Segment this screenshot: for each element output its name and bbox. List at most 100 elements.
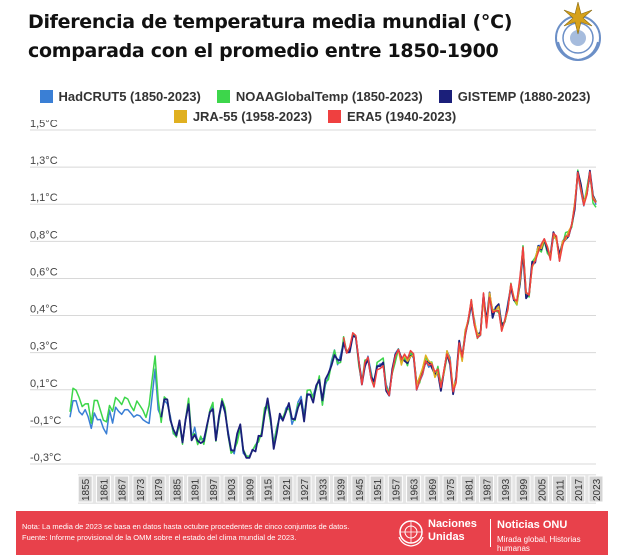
news-title: Noticias ONU bbox=[497, 519, 568, 531]
x-tick-label: 1861 bbox=[99, 478, 110, 501]
series-line-noaaglobaltemp bbox=[69, 169, 597, 458]
x-tick-label: 2005 bbox=[537, 478, 548, 501]
x-tick-label: 1963 bbox=[410, 478, 421, 501]
x-tick-label: 1951 bbox=[373, 478, 384, 501]
grid-layer bbox=[30, 129, 596, 465]
un-name-line-2: Unidas bbox=[428, 531, 465, 543]
wmo-emblem-icon bbox=[555, 2, 601, 62]
x-tick-box bbox=[497, 475, 513, 503]
x-tick-box bbox=[588, 475, 604, 503]
x-tick-box bbox=[260, 475, 276, 503]
x-tick-label: 1981 bbox=[464, 478, 475, 501]
legend-swatch-noaa bbox=[216, 89, 230, 103]
x-tick-box bbox=[406, 475, 422, 503]
x-tick-box bbox=[314, 475, 330, 503]
chart-title: Diferencia de temperatura media mundial … bbox=[28, 8, 548, 66]
x-tick-label: 1897 bbox=[209, 478, 220, 501]
y-tick-label: 0,1°C bbox=[30, 378, 58, 390]
footer-divider bbox=[490, 519, 491, 547]
x-tick-box bbox=[442, 475, 458, 503]
x-tick-label: 1909 bbox=[245, 478, 256, 501]
x-tick-box bbox=[570, 475, 586, 503]
x-tick-label: 1879 bbox=[154, 478, 165, 501]
y-tick-label: 0,8°C bbox=[30, 229, 58, 241]
x-tick-label: 1873 bbox=[136, 478, 147, 501]
y-tick-label: 0,4°C bbox=[30, 304, 58, 316]
x-tick-box bbox=[424, 475, 440, 503]
x-tick-label: 1987 bbox=[483, 478, 494, 501]
x-tick-box bbox=[77, 475, 93, 503]
legend-item-hadcrut5: HadCRUT5 (1850-2023) bbox=[39, 88, 201, 104]
legend-swatch-gistemp bbox=[438, 89, 452, 103]
x-tick-label: 1867 bbox=[118, 478, 129, 501]
x-tick-box bbox=[187, 475, 203, 503]
legend-item-jra55: JRA-55 (1958-2023) bbox=[173, 108, 313, 124]
x-tick-label: 1903 bbox=[227, 478, 238, 501]
series-line-era5 bbox=[342, 171, 597, 397]
x-tick-label: 1885 bbox=[172, 478, 183, 501]
y-tick-label: 1,1°C bbox=[30, 192, 58, 204]
x-tick-box bbox=[460, 475, 476, 503]
legend-item-era5: ERA5 (1940-2023) bbox=[328, 109, 456, 124]
y-tick-label: -0,1°C bbox=[30, 415, 61, 427]
legend-row-1: HadCRUT5 (1850-2023) NOAAGlobalTemp (185… bbox=[30, 86, 600, 106]
x-tick-box bbox=[223, 475, 239, 503]
legend-swatch-hadcrut5 bbox=[39, 89, 53, 103]
x-tick-label: 1945 bbox=[355, 478, 366, 501]
legend-label-noaa: NOAAGlobalTemp (1850-2023) bbox=[235, 88, 423, 104]
legend-swatch-era5 bbox=[328, 109, 342, 123]
x-tick-box bbox=[515, 475, 531, 503]
x-tick-box bbox=[95, 475, 111, 503]
x-tick-label: 1891 bbox=[191, 478, 202, 501]
y-tick-label: 0,6°C bbox=[30, 266, 58, 278]
legend-label-era5: ERA5 (1940-2023) bbox=[347, 108, 457, 124]
footer-note-line-2: Fuente: Informe provisional de la OMM so… bbox=[22, 533, 297, 542]
y-axis: -0,3°C -0,1°C 0,1°C 0,3°C 0,4°C 0,6°C 0,8°C 1,1… bbox=[30, 120, 61, 464]
x-axis: 1855 1861 1867 1873 1879 1885 1891 1897 1903 1909… bbox=[77, 474, 604, 504]
x-tick-box bbox=[552, 475, 568, 503]
legend-item-noaa: NOAAGlobalTemp (1850-2023) bbox=[216, 88, 423, 104]
un-name-line-1: Naciones bbox=[428, 518, 477, 530]
footer-note: Nota: La media de 2023 se basa en datos … bbox=[22, 521, 382, 543]
y-tick-label: 1,3°C bbox=[30, 155, 58, 167]
x-tick-box bbox=[479, 475, 495, 503]
x-tick-box bbox=[296, 475, 312, 503]
y-tick-label: -0,3°C bbox=[30, 452, 61, 464]
x-tick-label: 1921 bbox=[282, 478, 293, 501]
x-tick-label: 1915 bbox=[264, 478, 275, 501]
x-tick-box bbox=[150, 475, 166, 503]
x-tick-label: 1993 bbox=[501, 478, 512, 501]
x-tick-box bbox=[351, 475, 367, 503]
x-tick-box bbox=[369, 475, 385, 503]
legend-label-hadcrut5: HadCRUT5 (1850-2023) bbox=[58, 88, 201, 104]
legend-item-gistemp: GISTEMP (1880-2023) bbox=[438, 88, 591, 104]
footer-note-line-1: Nota: La media de 2023 se basa en datos … bbox=[22, 522, 350, 531]
title-line-2: comparada con el promedio entre 1850-190… bbox=[28, 40, 499, 62]
x-tick-label: 1933 bbox=[318, 478, 329, 501]
x-tick-box bbox=[132, 475, 148, 503]
title-line-1: Diferencia de temperatura media mundial … bbox=[28, 11, 513, 33]
legend-row-2: JRA-55 (1958-2023) ERA5 (1940-2023) bbox=[30, 106, 600, 126]
legend-label-jra55: JRA-55 (1958-2023) bbox=[192, 108, 313, 124]
x-tick-label: 2017 bbox=[574, 478, 585, 501]
x-tick-box bbox=[241, 475, 257, 503]
un-logo-icon bbox=[398, 520, 424, 547]
legend-label-gistemp: GISTEMP (1880-2023) bbox=[457, 88, 591, 104]
y-tick-label: 1,5°C bbox=[30, 120, 58, 130]
x-tick-box bbox=[333, 475, 349, 503]
x-tick-label: 2023 bbox=[592, 478, 603, 501]
y-tick-label: 0,3°C bbox=[30, 341, 58, 353]
x-tick-label: 2011 bbox=[556, 479, 567, 501]
x-tick-label: 1969 bbox=[428, 478, 439, 501]
footer-banner: Nota: La media de 2023 se basa en datos … bbox=[16, 511, 608, 555]
x-tick-box bbox=[168, 475, 184, 503]
series-line-jra-55 bbox=[397, 173, 597, 390]
x-tick-box bbox=[387, 475, 403, 503]
legend-swatch-jra55 bbox=[173, 109, 187, 123]
x-tick-label: 1939 bbox=[337, 478, 348, 501]
x-tick-box bbox=[205, 475, 221, 503]
news-subtitle: Mirada global, Historias humanas bbox=[497, 535, 581, 553]
x-tick-box bbox=[533, 475, 549, 503]
legend: HadCRUT5 (1850-2023) NOAAGlobalTemp (185… bbox=[30, 86, 600, 126]
series-layer bbox=[69, 169, 597, 459]
